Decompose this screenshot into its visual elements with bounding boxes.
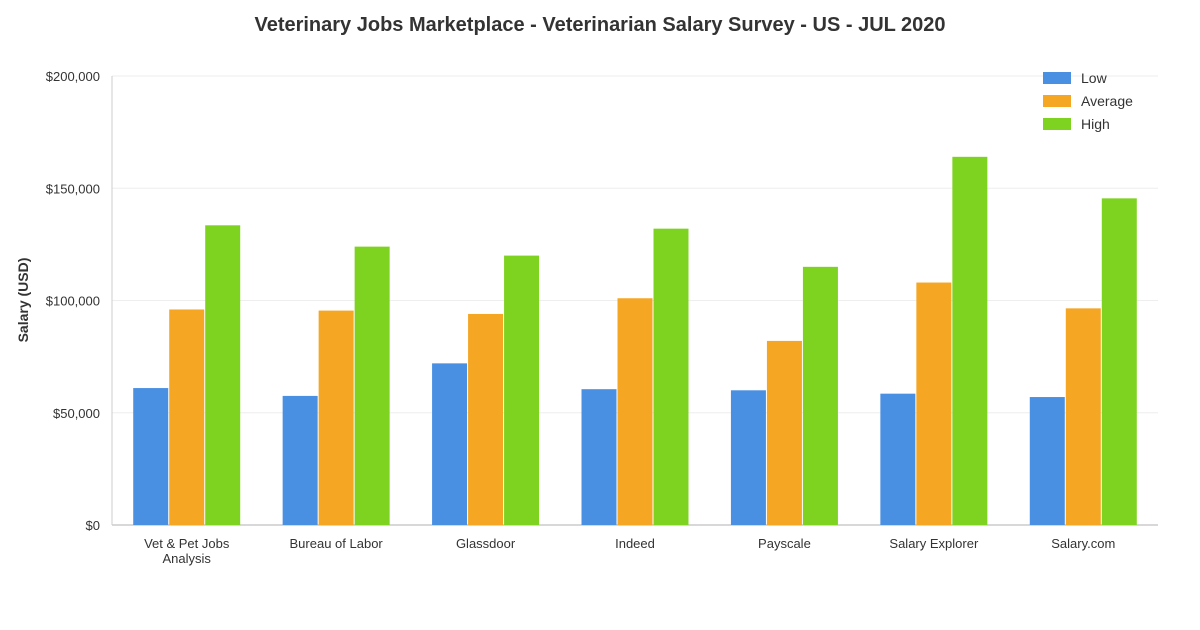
bar-average [1065,308,1101,525]
chart-title: Veterinary Jobs Marketplace - Veterinari… [254,14,946,36]
bar-low [880,393,916,525]
x-tick-label-line: Glassdoor [456,536,516,551]
x-tick-label: Salary Explorer [889,536,979,551]
legend-layer: Low Average High [1043,70,1133,132]
legend-swatch-low [1043,72,1071,84]
bar-average [766,340,802,525]
bar-layer [133,156,1137,526]
bar-high [802,266,838,525]
bar-low [432,363,468,525]
bar-low [730,390,766,525]
bar-average [169,309,205,525]
x-tick-label: Vet & Pet Jobs Analysis [144,536,230,566]
legend-swatch-high [1043,118,1071,130]
x-tick-label-line: Analysis [163,551,212,566]
bar-average [617,298,653,525]
bar-average [916,282,952,525]
x-tick-label-line: Vet & Pet Jobs [144,536,230,551]
y-tick-label: $150,000 [46,181,100,196]
axis-layer: $0 $50,000 $100,000 $150,000 $200,000 Vet & P… [46,69,1158,566]
y-tick-label: $0 [86,518,100,533]
bar-low [1029,397,1065,525]
bar-low [581,389,617,525]
x-tick-label: Payscale [758,536,811,551]
y-tick-label: $100,000 [46,294,100,309]
legend-label-high: High [1081,116,1110,132]
y-axis-title: Salary (USD) [15,258,31,343]
bar-average [318,310,354,525]
bar-high [504,255,540,525]
x-tick-label-line: Salary.com [1051,536,1115,551]
bar-high [1101,198,1137,526]
x-tick-label-line: Salary Explorer [889,536,979,551]
bar-high [354,246,390,525]
y-tick-label: $50,000 [53,406,100,421]
legend-swatch-average [1043,95,1071,107]
bar-high [952,156,988,525]
x-tick-label: Salary.com [1051,536,1115,551]
y-tick-label: $200,000 [46,69,100,84]
x-tick-label: Glassdoor [456,536,516,551]
bar-high [653,228,689,525]
x-tick-label: Indeed [615,536,655,551]
bar-low [282,395,318,525]
x-tick-label-line: Indeed [615,536,655,551]
x-tick-label-line: Payscale [758,536,811,551]
bar-average [468,313,504,525]
legend-label-low: Low [1081,70,1108,86]
legend-label-average: Average [1081,93,1133,109]
x-tick-label-line: Bureau of Labor [290,536,384,551]
bar-high [205,225,241,526]
x-tick-label: Bureau of Labor [290,536,384,551]
bar-low [133,388,169,525]
